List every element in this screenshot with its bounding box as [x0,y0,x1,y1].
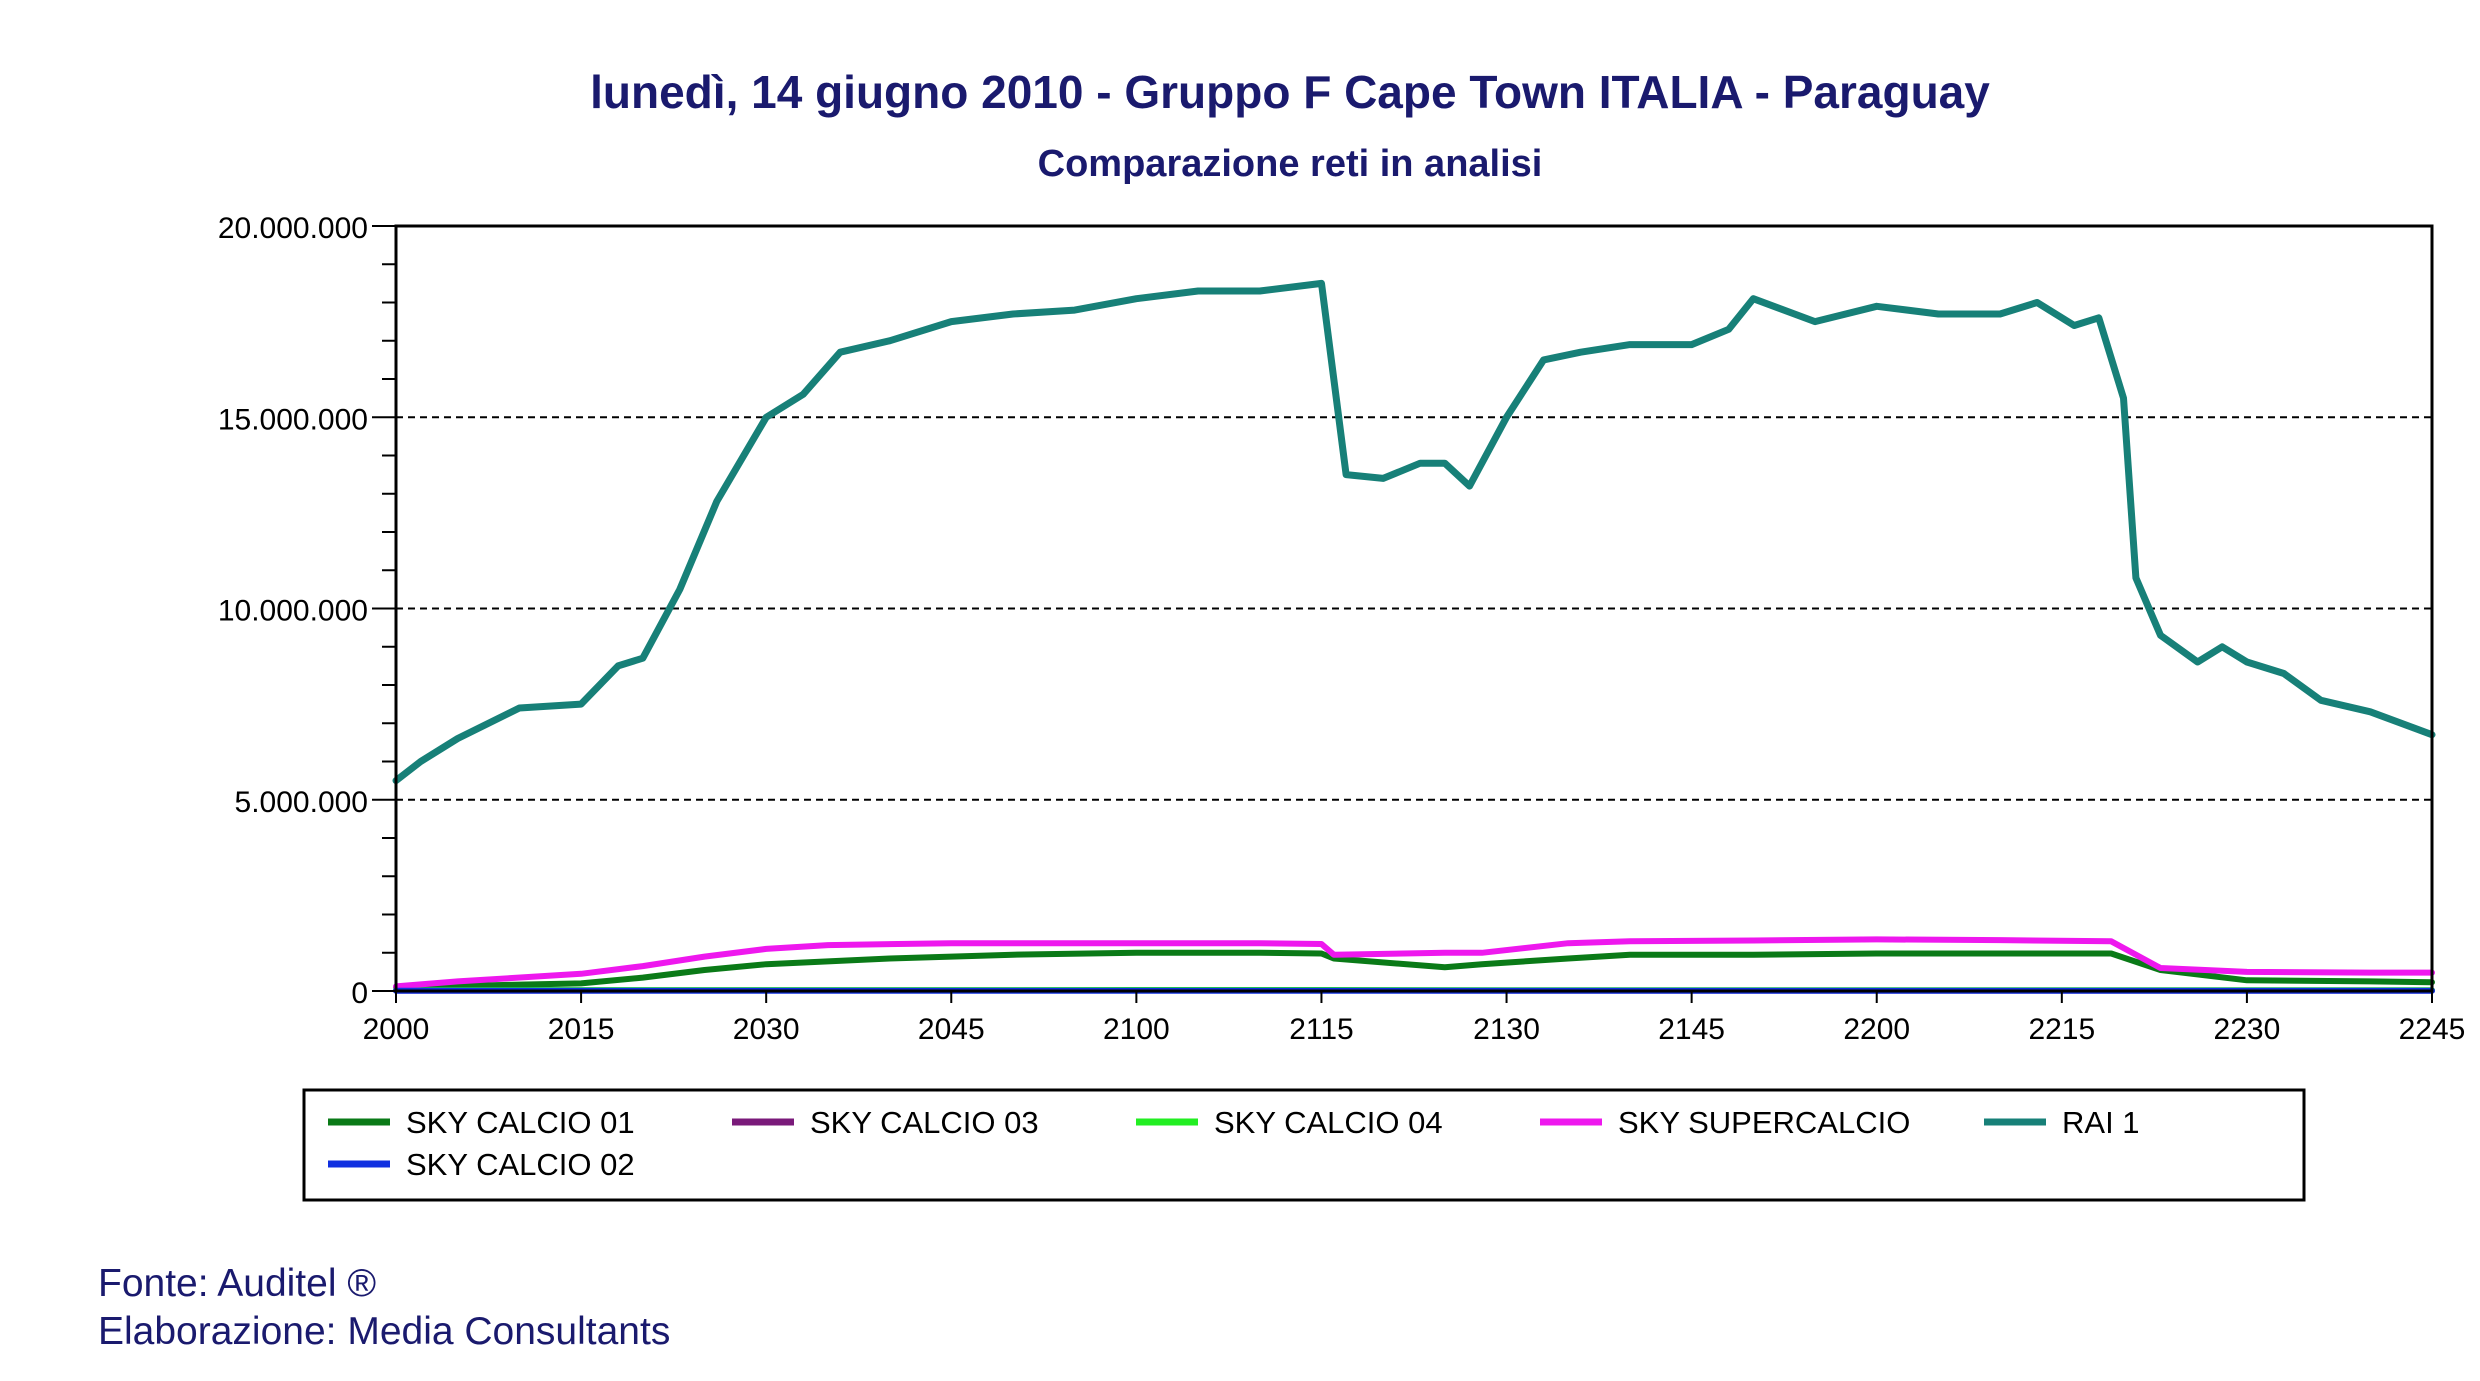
series-line-rai-1 [392,279,2436,785]
source-note: Fonte: Auditel ® [98,1262,377,1305]
y-tick-label: 15.000.000 [218,403,368,436]
series-line-sky-calcio-01 [393,949,2435,991]
x-tick-label: 2230 [2214,1013,2281,1046]
x-tick-label: 2100 [1103,1013,1170,1046]
legend: SKY CALCIO 01 SKY CALCIO 03 SKY CALCIO 04 S… [302,1088,2306,1202]
legend-label-sky-calcio-04: SKY CALCIO 04 [1214,1105,1443,1140]
x-tick-label: 2130 [1473,1013,1540,1046]
x-tick-label: 2015 [548,1013,615,1046]
x-tick-label: 2045 [918,1013,985,1046]
chart-subtitle: Comparazione reti in analisi [1038,143,1543,185]
x-tick-label: 2215 [2028,1013,2095,1046]
axes: 0 5.000.000 10.000.000 15.000.000 20.000.000… [218,212,2466,1046]
processing-note: Elaborazione: Media Consultants [98,1310,671,1353]
series-lines [392,279,2436,994]
x-tick-label: 2145 [1658,1013,1725,1046]
y-tick-label: 0 [351,977,368,1010]
x-tick-label: 2000 [363,1013,430,1046]
chart-title: lunedì, 14 giugno 2010 - Gruppo F Cape T… [590,66,1990,118]
legend-label-sky-calcio-02: SKY CALCIO 02 [406,1147,635,1182]
x-tick-label: 2115 [1289,1013,1354,1046]
x-tick-label: 2245 [2399,1013,2466,1046]
x-tick-label: 2030 [733,1013,800,1046]
x-tick-label: 2200 [1843,1013,1910,1046]
legend-label-sky-supercalcio: SKY SUPERCALCIO [1618,1105,1910,1140]
legend-box [302,1088,2306,1202]
grid-lines [396,416,2432,801]
legend-label-sky-calcio-03: SKY CALCIO 03 [810,1105,1039,1140]
series-line-sky-supercalcio [393,936,2435,990]
y-tick-label: 5.000.000 [235,786,368,819]
legend-label-sky-calcio-01: SKY CALCIO 01 [406,1105,635,1140]
legend-label-rai-1: RAI 1 [2062,1105,2140,1140]
y-tick-label: 10.000.000 [218,595,368,628]
y-tick-label: 20.000.000 [218,212,368,245]
